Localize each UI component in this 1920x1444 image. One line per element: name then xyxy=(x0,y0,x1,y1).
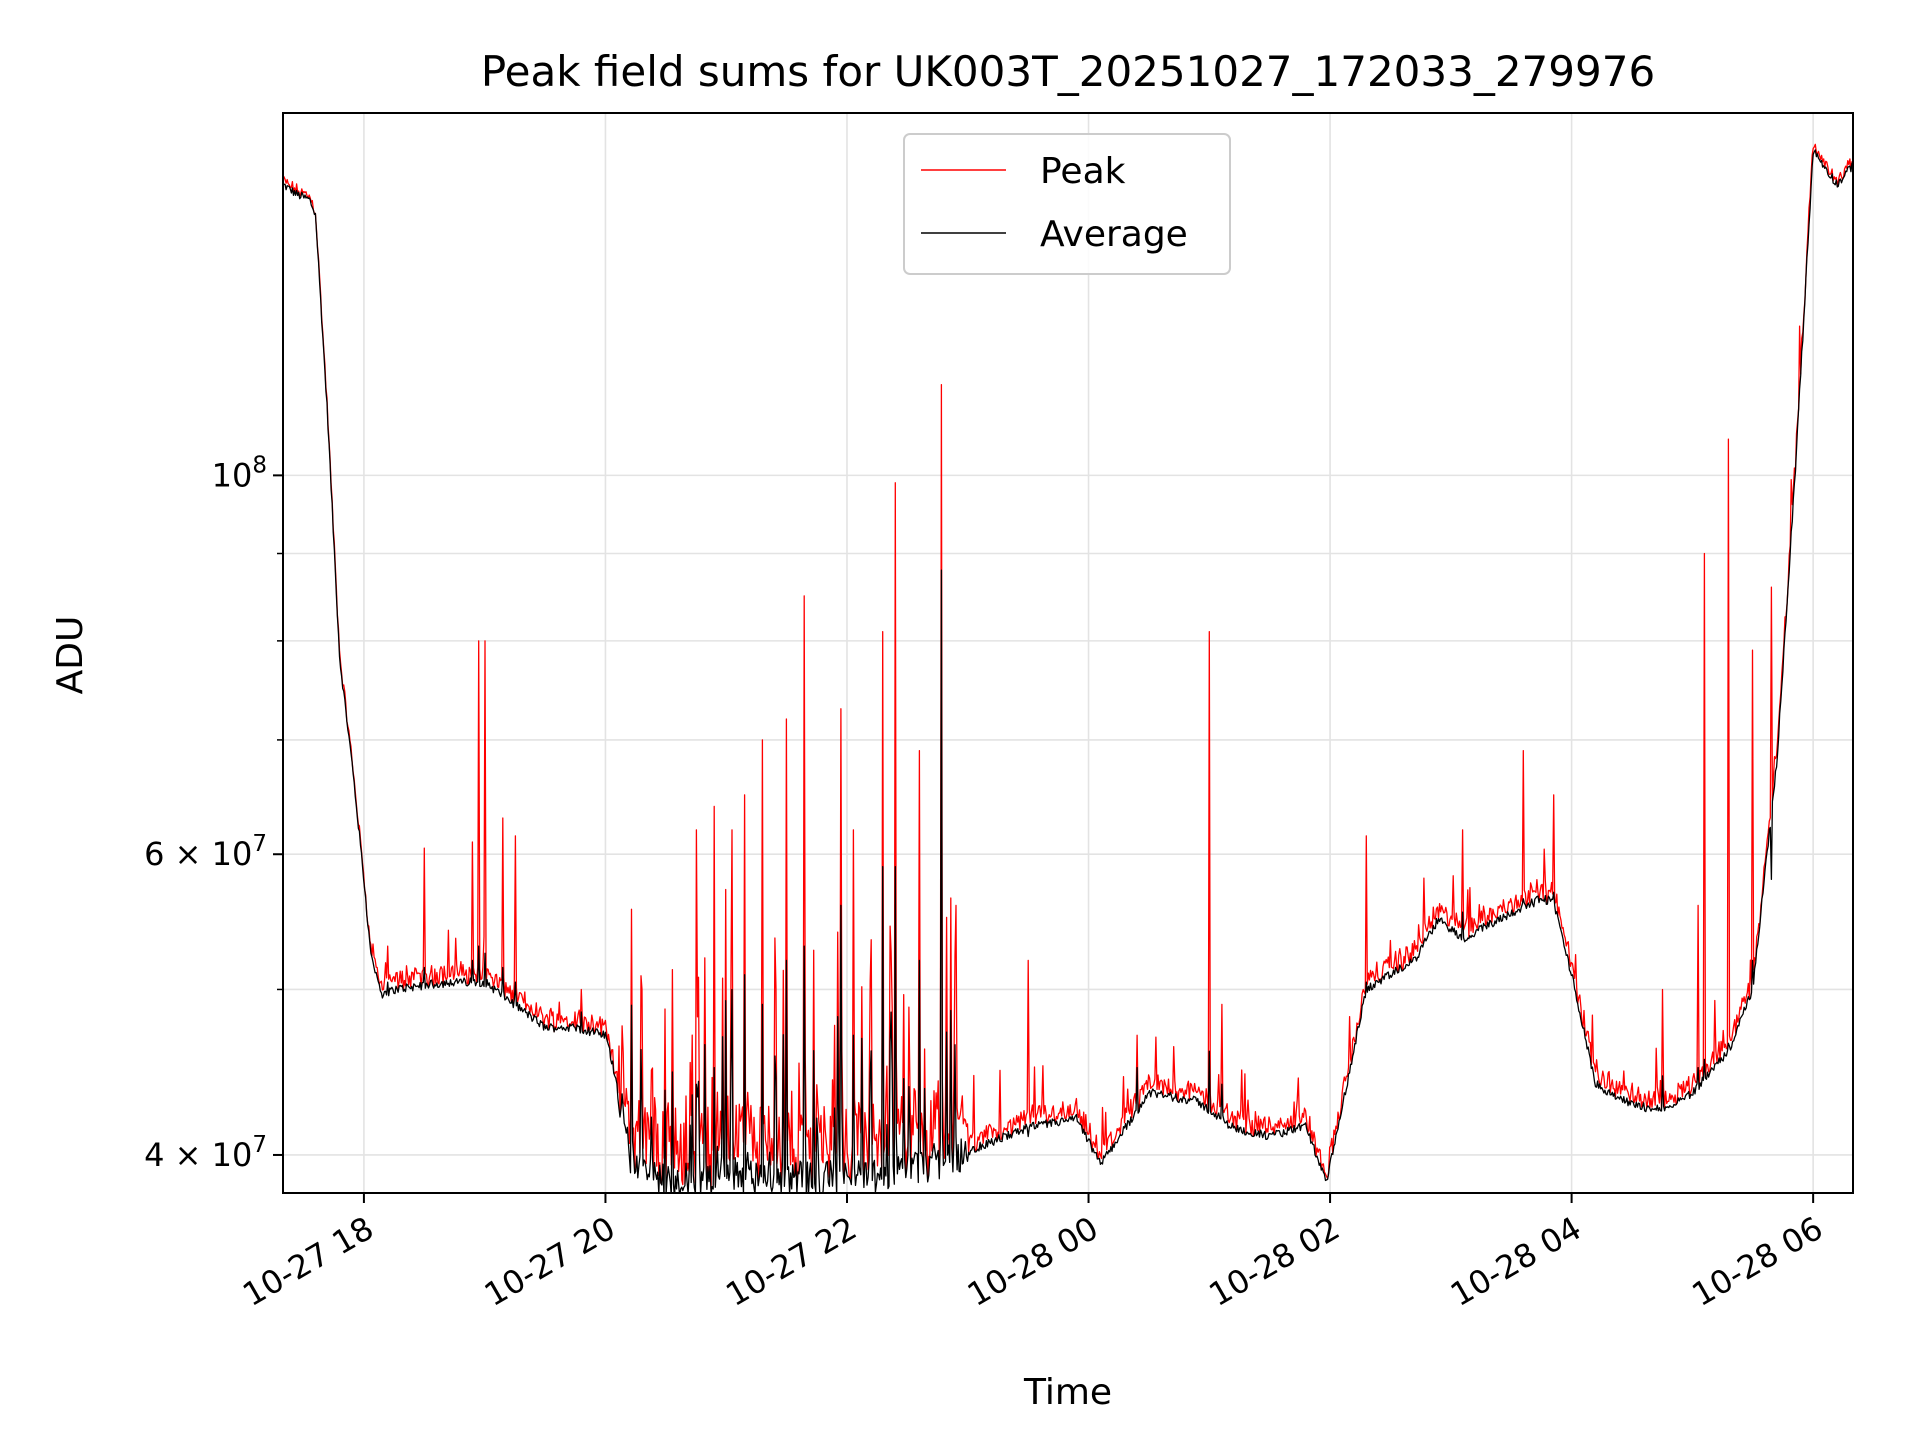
series-line-average xyxy=(283,149,1853,1193)
legend-box xyxy=(903,133,1231,275)
legend-label-peak: Peak xyxy=(1040,151,1126,192)
y-tick-label: 4 × 107 xyxy=(144,1132,267,1174)
plot-area xyxy=(283,143,1853,1193)
chart-title: Peak field sums for UK003T_20251027_1720… xyxy=(481,47,1655,96)
axes-frame xyxy=(282,112,1854,1194)
legend-label-average: Average xyxy=(1040,214,1188,255)
y-axis-label: ADU xyxy=(50,616,91,695)
legend: Peak Average xyxy=(903,133,1231,275)
grid-lines xyxy=(283,113,1853,1193)
y-tick-label: 108 xyxy=(212,452,267,494)
x-axis-label: Time xyxy=(1023,1372,1112,1413)
y-tick-label: 6 × 107 xyxy=(144,831,267,873)
